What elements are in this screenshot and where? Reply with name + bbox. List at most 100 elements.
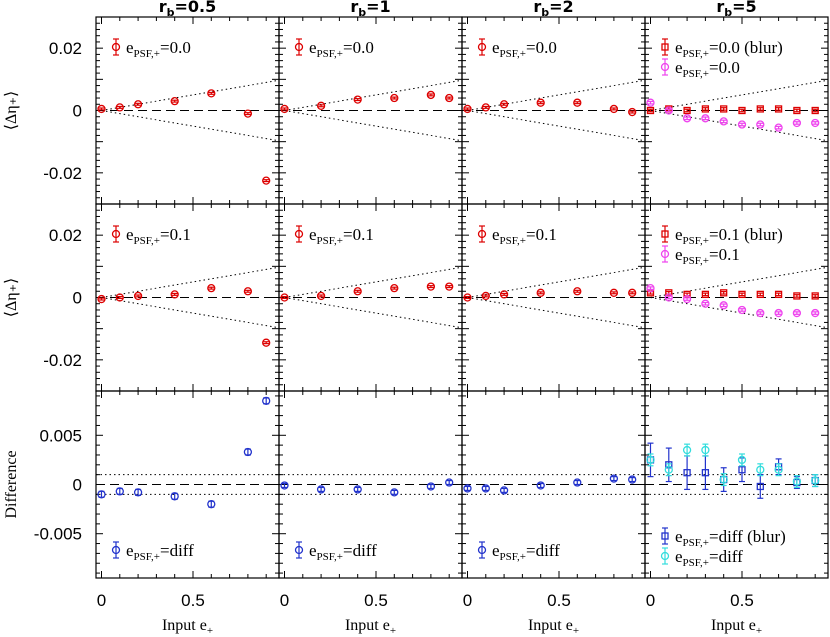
tolerance-line	[650, 266, 829, 298]
data-point-circle	[133, 488, 143, 497]
legend-marker-circle	[294, 229, 304, 239]
y-tick-label: 0	[73, 476, 82, 495]
data-point-circle	[646, 98, 655, 107]
data-point-circle	[737, 455, 747, 465]
data-point-circle	[664, 106, 673, 115]
legend-label: ePSF,+=0.1	[675, 245, 740, 267]
data-point-circle	[463, 104, 472, 114]
data-point-circle	[701, 114, 710, 123]
x-axis-label: Input e+	[528, 617, 579, 637]
data-point-circle	[792, 308, 802, 318]
data-point-circle	[499, 486, 509, 495]
data-point-circle	[353, 485, 362, 494]
data-point-square	[756, 482, 764, 491]
y-tick-label: 0.02	[49, 226, 82, 245]
tolerance-line	[284, 79, 463, 111]
data-point-circle	[499, 290, 509, 299]
legend-marker-circle	[660, 62, 670, 72]
legend-marker-circle	[477, 229, 487, 239]
data-point-circle	[445, 282, 454, 291]
y-axis-label: Difference	[3, 450, 20, 518]
data-point-circle	[445, 478, 454, 487]
legend-label: ePSF,+=diff	[675, 547, 743, 569]
tolerance-line	[650, 79, 829, 111]
legend-label: ePSF,+=0.0	[126, 38, 191, 60]
x-axis-label: Input e+	[345, 617, 396, 637]
data-point-circle	[262, 176, 271, 185]
data-point-circle	[646, 455, 655, 465]
data-point-circle	[207, 500, 216, 509]
data-point-square	[738, 290, 746, 299]
x-tick-label: 0.5	[547, 591, 571, 610]
data-point-circle	[756, 465, 765, 474]
data-point-circle	[262, 396, 271, 405]
data-point-circle	[207, 283, 216, 293]
data-point-circle	[628, 288, 637, 297]
data-point-square	[774, 290, 783, 299]
data-point-circle	[170, 97, 179, 106]
data-point-circle	[701, 299, 710, 308]
legend-marker-circle	[477, 545, 487, 555]
data-point-square	[720, 105, 728, 113]
column-title: rb=1	[350, 0, 390, 19]
tolerance-line	[284, 297, 463, 329]
legend-label: ePSF,+=diff	[126, 541, 194, 563]
data-point-circle	[463, 293, 472, 302]
legend-marker-square	[661, 532, 669, 540]
data-point-circle	[353, 95, 362, 104]
legend-marker-circle	[660, 551, 670, 561]
data-point-square	[811, 106, 819, 115]
legend-label: ePSF,+=0.1	[126, 225, 191, 247]
tolerance-line	[467, 110, 646, 142]
data-point-circle	[243, 447, 253, 457]
data-point-circle	[536, 98, 545, 107]
data-point-circle	[243, 109, 253, 118]
data-point-circle	[664, 465, 673, 474]
data-point-circle	[536, 481, 545, 490]
data-point-square	[683, 106, 691, 115]
legend-marker-circle	[294, 545, 304, 555]
x-tick-label: 0	[97, 591, 106, 610]
data-point-circle	[737, 120, 747, 129]
data-point-circle	[481, 291, 490, 301]
y-axis-label: ⟨Δη₊⟩	[3, 91, 20, 131]
data-point-circle	[390, 93, 399, 103]
legend-marker-circle	[111, 42, 121, 52]
legend-label: ePSF,+=0.0	[675, 58, 740, 80]
data-point-circle	[792, 477, 802, 486]
tolerance-line	[284, 110, 463, 142]
data-point-circle	[280, 481, 289, 490]
data-point-square	[701, 290, 710, 299]
y-tick-label: 0	[73, 289, 82, 308]
data-point-circle	[609, 474, 619, 483]
y-axis-label: ⟨Δη₊⟩	[3, 278, 20, 318]
data-point-circle	[445, 93, 454, 103]
data-point-square	[738, 466, 746, 474]
legend-label: ePSF,+=diff	[492, 541, 560, 563]
legend-label: ePSF,+=diff	[309, 541, 377, 563]
data-point-circle	[133, 100, 143, 109]
x-tick-label: 0	[280, 591, 289, 610]
tolerance-line	[467, 266, 646, 298]
data-point-circle	[390, 488, 399, 497]
data-point-circle	[756, 120, 765, 129]
legend-label: ePSF,+=diff (blur)	[675, 527, 786, 549]
y-tick-label: -0.02	[43, 164, 82, 183]
x-tick-label: 0	[646, 591, 655, 610]
data-point-circle	[628, 475, 637, 484]
data-point-circle	[536, 288, 545, 297]
data-point-circle	[774, 308, 783, 318]
legend-label: ePSF,+=0.1 (blur)	[675, 225, 783, 247]
tolerance-line	[284, 266, 463, 298]
data-point-circle	[426, 90, 436, 100]
data-point-circle	[737, 305, 747, 315]
data-point-circle	[682, 445, 692, 455]
legend-marker-square	[661, 230, 669, 238]
data-point-circle	[811, 476, 820, 485]
legend-marker-circle	[294, 42, 304, 52]
data-point-circle	[573, 98, 582, 107]
column-title: rb=0.5	[159, 0, 217, 19]
column-title: rb=5	[716, 0, 756, 19]
data-point-circle	[207, 89, 216, 98]
data-point-circle	[756, 308, 765, 318]
